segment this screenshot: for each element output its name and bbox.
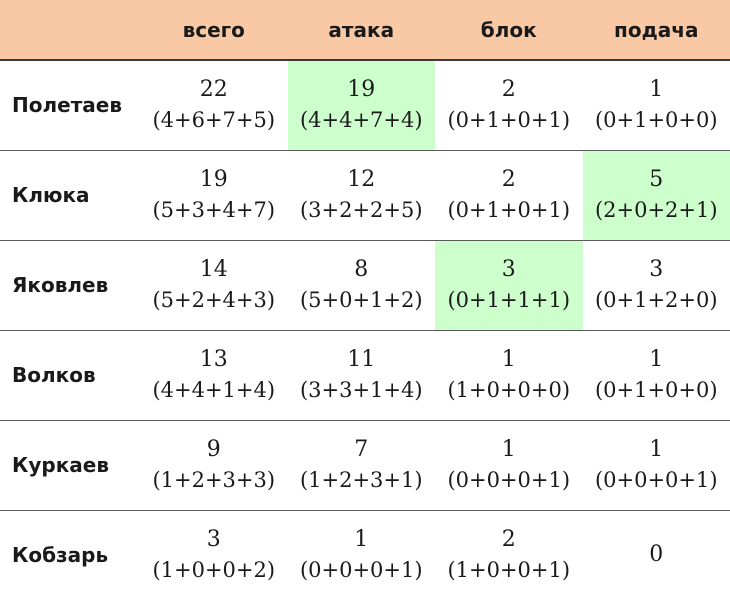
header-row: всего атака блок подача <box>0 0 730 60</box>
cell-breakdown: (0+0+0+1) <box>594 468 718 492</box>
header-attack: атака <box>328 17 395 42</box>
cell-breakdown: (1+0+0+1) <box>447 558 571 583</box>
player-name: Полетаев <box>12 93 122 118</box>
cell-serve: 5 (2+0+2+1) <box>582 150 730 240</box>
table-row: Волков 13 (4+4+1+4) 11 (3+3+1+4) 1 (1+0+0+0) 1 (… <box>0 330 730 420</box>
cell-total-value: 2 <box>501 167 516 192</box>
table-row: Яковлев 14 (5+2+4+3) 8 (5+0+1+2) 3 (0+1+1+1) 3 (… <box>0 240 730 330</box>
cell-total-value: 9 <box>206 437 221 462</box>
cell-total-value: 19 <box>347 77 376 103</box>
cell-total-value: 1 <box>501 437 516 462</box>
cell-attack: 7 (1+2+3+1) <box>288 420 436 510</box>
cell-total-value: 0 <box>649 542 664 568</box>
cell-serve: 1 (0+1+0+0) <box>583 330 730 420</box>
table-row: Клюка 19 (5+3+4+7) 12 (3+2+2+5) 2 (0+1+0+1) 5 (2… <box>0 150 730 240</box>
cell-breakdown: (0+1+2+0) <box>594 288 718 312</box>
cell-breakdown: (5+3+4+7) <box>152 198 276 222</box>
cell-total-value: 3 <box>501 257 516 282</box>
table-row: Кобзарь 3 (1+0+0+2) 1 (0+0+0+1) 2 (1+0+0+1) 0 <box>0 510 730 600</box>
cell-attack: 11 (3+3+1+4) <box>288 330 436 420</box>
cell-total: 22 (4+6+7+5) <box>140 60 288 150</box>
cell-breakdown: (4+6+7+5) <box>152 108 276 133</box>
cell-total: 14 (5+2+4+3) <box>140 240 288 330</box>
cell-total-value: 1 <box>649 347 664 372</box>
header-total: всего <box>182 17 245 42</box>
cell-total-value: 3 <box>649 257 664 282</box>
header-serve: подача <box>614 17 699 42</box>
cell-serve: 1 (0+0+0+1) <box>583 420 730 510</box>
cell-total-value: 13 <box>199 347 228 372</box>
cell-total: 19 (5+3+4+7) <box>140 150 288 240</box>
table-row: Полетаев 22 (4+6+7+5) 19 (4+4+7+4) 2 (0+1+0+1)… <box>0 60 730 150</box>
cell-total-value: 1 <box>649 437 664 462</box>
cell-total-value: 1 <box>354 527 369 553</box>
player-name: Волков <box>12 363 96 387</box>
cell-breakdown: (1+2+3+3) <box>152 468 276 492</box>
player-name: Клюка <box>12 183 90 207</box>
cell-attack: 1 (0+0+0+1) <box>288 510 436 600</box>
cell-attack: 8 (5+0+1+2) <box>288 240 436 330</box>
cell-breakdown: (0+1+0+0) <box>594 378 718 402</box>
player-name: Кобзарь <box>12 543 109 568</box>
cell-total: 3 (1+0+0+2) <box>140 510 288 600</box>
cell-total-value: 2 <box>501 527 516 553</box>
cell-breakdown: (0+0+0+1) <box>299 558 423 583</box>
cell-total-value: 1 <box>649 77 664 103</box>
cell-breakdown: (4+4+1+4) <box>152 378 276 402</box>
header-block: блок <box>480 17 537 42</box>
player-name: Яковлев <box>12 273 109 297</box>
cell-breakdown: (0+1+0+0) <box>594 108 718 133</box>
cell-total: 13 (4+4+1+4) <box>140 330 288 420</box>
cell-total: 9 (1+2+3+3) <box>140 420 288 510</box>
cell-total-value: 11 <box>347 347 376 372</box>
cell-total-value: 5 <box>649 167 664 192</box>
cell-breakdown: (3+2+2+5) <box>299 198 423 222</box>
cell-total-value: 3 <box>206 527 221 553</box>
cell-block: 2 (0+1+0+1) <box>435 60 583 150</box>
cell-total-value: 1 <box>501 347 516 372</box>
cell-attack: 19 (4+4+7+4) <box>287 60 435 150</box>
cell-serve: 1 (0+1+0+0) <box>583 60 730 150</box>
cell-block: 3 (0+1+1+1) <box>435 240 583 330</box>
cell-total-value: 14 <box>199 257 228 282</box>
cell-block: 1 (0+0+0+1) <box>435 420 583 510</box>
cell-total-value: 19 <box>199 167 228 192</box>
cell-breakdown: (0+1+0+1) <box>447 198 571 222</box>
cell-breakdown: (4+4+7+4) <box>299 108 423 133</box>
cell-block: 1 (1+0+0+0) <box>435 330 583 420</box>
cell-breakdown: (0+1+0+1) <box>447 108 571 133</box>
cell-breakdown: (1+0+0+2) <box>152 558 276 583</box>
cell-breakdown: (2+0+2+1) <box>594 198 718 222</box>
cell-block: 2 (1+0+0+1) <box>435 510 583 600</box>
cell-total-value: 8 <box>354 257 369 282</box>
cell-breakdown: (1+2+3+1) <box>299 468 423 492</box>
cell-serve: 0 <box>583 510 730 600</box>
cell-total-value: 7 <box>354 437 369 462</box>
cell-breakdown: (1+0+0+0) <box>447 378 571 402</box>
cell-breakdown: (0+0+0+1) <box>447 468 571 492</box>
cell-breakdown: (5+0+1+2) <box>299 288 423 312</box>
cell-breakdown: (0+1+1+1) <box>447 288 571 312</box>
player-name: Куркаев <box>12 453 109 477</box>
cell-breakdown: (5+2+4+3) <box>152 288 276 312</box>
cell-block: 2 (0+1+0+1) <box>435 150 583 240</box>
cell-breakdown: (3+3+1+4) <box>299 378 423 402</box>
cell-total-value: 2 <box>501 77 516 103</box>
table-row: Куркаев 9 (1+2+3+3) 7 (1+2+3+1) 1 (0+0+0+1) 1 (0… <box>0 420 730 510</box>
cell-total-value: 12 <box>347 167 376 192</box>
header-name <box>0 0 140 60</box>
cell-total-value: 22 <box>199 77 228 103</box>
cell-attack: 12 (3+2+2+5) <box>288 150 436 240</box>
table-body: Полетаев 22 (4+6+7+5) 19 (4+4+7+4) 2 (0+1+0+1)… <box>0 60 730 600</box>
cell-serve: 3 (0+1+2+0) <box>583 240 730 330</box>
